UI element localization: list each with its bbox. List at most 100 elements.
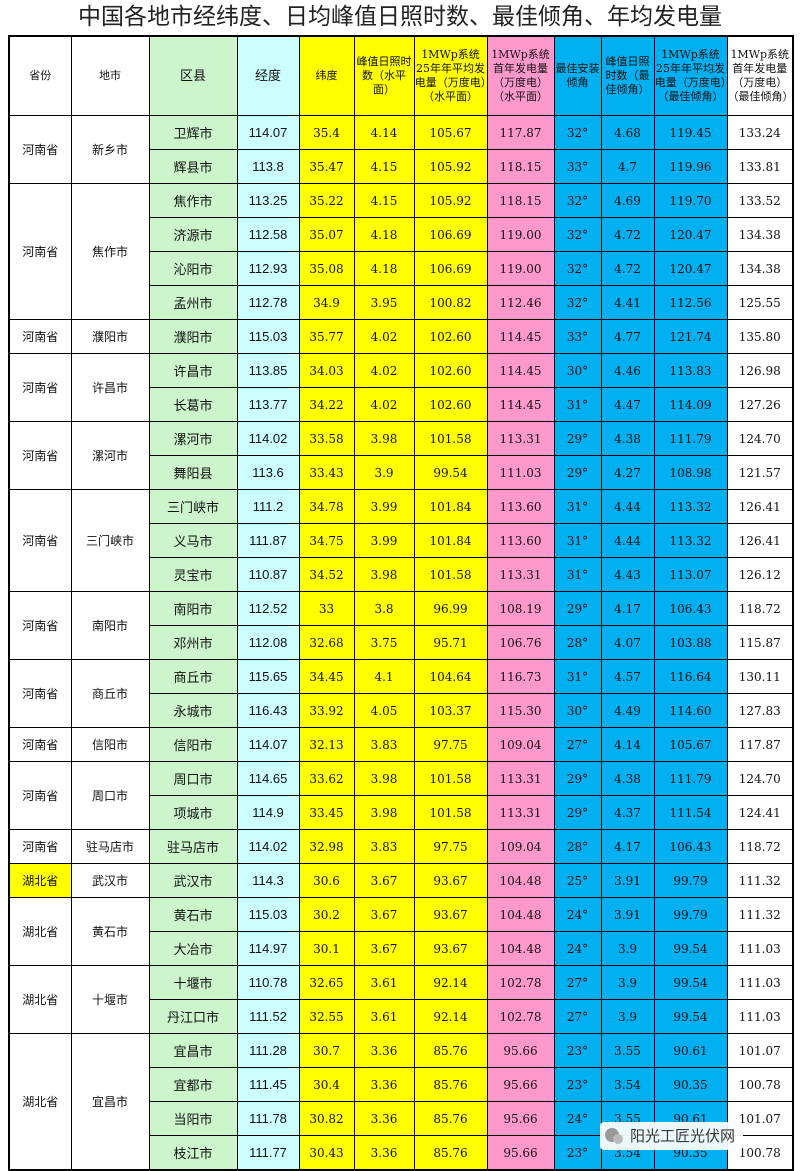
data-cell: 32°: [553, 115, 602, 150]
data-cell: 111.77: [236, 1135, 300, 1171]
data-cell: 113.31: [486, 795, 555, 830]
data-cell: 33.58: [298, 421, 355, 456]
province-cell: 湖北省: [8, 863, 72, 898]
data-cell: 4.41: [600, 285, 655, 320]
table-row: 河南省 驻马店市 驻马店市 114.02 32.98 3.83 97.75 109.04 28°…: [8, 829, 794, 864]
table-row: 河南省 三门峡市 三门峡市 111.2 34.78 3.99 101.84 113.60 31°…: [8, 489, 794, 592]
data-cell: 109.04: [486, 829, 555, 864]
data-cell: 97.75: [413, 829, 488, 864]
header-cell: 经度: [236, 35, 300, 116]
data-cell: 97.75: [413, 727, 488, 762]
table-row: 河南省 焦作市 焦作市 113.25 35.22 4.15 105.92 118.15 32° 4…: [8, 183, 794, 320]
data-cell: 116.73: [486, 659, 555, 694]
data-cell: 99.54: [653, 965, 728, 1000]
data-cell: 112.52: [236, 591, 300, 626]
table-row: 河南省 新乡市 卫辉市 114.07 35.4 4.14 105.67 117.87 32° 4.…: [8, 115, 794, 184]
data-cell: 126.41: [726, 489, 794, 524]
city-cell: 周口市: [70, 761, 150, 830]
table-row: 湖北省 黄石市 黄石市 115.03 30.2 3.67 93.67 104.48 24° 3.9…: [8, 897, 794, 966]
data-cell: 100.78: [726, 1067, 794, 1102]
data-cell: 31°: [553, 659, 602, 694]
data-cell: 许昌市: [148, 353, 238, 388]
data-cell: 邓州市: [148, 625, 238, 660]
province-cell: 河南省: [8, 761, 72, 830]
data-cell: 33°: [553, 149, 602, 184]
data-cell: 115.87: [726, 625, 794, 660]
data-cell: 周口市: [148, 761, 238, 796]
data-cell: 101.58: [413, 761, 488, 796]
data-cell: 三门峡市: [148, 489, 238, 524]
data-cell: 114.60: [653, 693, 728, 728]
table-row: 义马市 111.87 34.75 3.99 101.84 113.60 31° 4.44 113…: [9, 523, 794, 558]
data-cell: 30.4: [298, 1067, 355, 1102]
data-cell: 126.12: [726, 557, 794, 592]
data-cell: 28°: [553, 829, 602, 864]
data-cell: 焦作市: [148, 183, 238, 218]
city-cell: 驻马店市: [70, 829, 150, 864]
data-cell: 4.14: [353, 115, 415, 150]
data-cell: 32°: [553, 251, 602, 286]
data-cell: 十堰市: [148, 965, 238, 1000]
header-cell: 1MWp系统首年发电量（万度电）（水平面）: [486, 35, 555, 116]
data-cell: 34.75: [298, 523, 355, 558]
data-cell: 3.9: [600, 931, 655, 966]
data-cell: 宜昌市: [148, 1033, 238, 1068]
data-cell: 34.45: [298, 659, 355, 694]
data-cell: 101.58: [413, 421, 488, 456]
data-cell: 114.65: [236, 761, 300, 796]
data-cell: 23°: [553, 1033, 602, 1068]
data-cell: 95.71: [413, 625, 488, 660]
data-cell: 114.9: [236, 795, 300, 830]
data-cell: 30°: [553, 693, 602, 728]
data-cell: 34.9: [298, 285, 355, 320]
table-row: 当阳市 111.78 30.82 3.36 85.76 95.66 24° 3.55 90.61…: [9, 1101, 794, 1136]
data-cell: 4.38: [600, 421, 655, 456]
data-cell: 30.1: [298, 931, 355, 966]
data-cell: 3.99: [353, 489, 415, 524]
data-cell: 32.68: [298, 625, 355, 660]
data-cell: 4.17: [600, 829, 655, 864]
data-cell: 4.7: [600, 149, 655, 184]
province-cell: 河南省: [8, 115, 72, 184]
table-row: 湖北省 宜昌市 宜昌市 111.28 30.7 3.36 85.76 95.66 23° 3.55…: [8, 1033, 794, 1171]
table-row: 河南省 南阳市 南阳市 112.52 33 3.8 96.99 108.19 29° 4.17 10…: [8, 591, 794, 660]
data-cell: 110.78: [236, 965, 300, 1000]
province-cell: 河南省: [8, 591, 72, 660]
data-table: 省份 地市 区县 经度 纬度 峰值日照时数（水平面） 1MWp系统25年年平均发电量（万度电…: [8, 35, 794, 1171]
data-cell: 127.83: [726, 693, 794, 728]
data-cell: 28°: [553, 625, 602, 660]
city-cell: 商丘市: [70, 659, 150, 728]
data-cell: 4.05: [353, 693, 415, 728]
data-cell: 114.97: [236, 931, 300, 966]
data-cell: 4.72: [600, 251, 655, 286]
data-cell: 126.98: [726, 353, 794, 388]
data-cell: 85.76: [413, 1135, 488, 1171]
data-cell: 商丘市: [148, 659, 238, 694]
data-cell: 111.45: [236, 1067, 300, 1102]
table-row: 宜都市 111.45 30.4 3.36 85.76 95.66 23° 3.54 90.35 1…: [9, 1067, 794, 1102]
data-cell: 113.6: [236, 455, 300, 490]
data-cell: 113.32: [653, 523, 728, 558]
data-cell: 112.93: [236, 251, 300, 286]
data-cell: 113.31: [486, 761, 555, 796]
data-cell: 32.98: [298, 829, 355, 864]
data-cell: 33.62: [298, 761, 355, 796]
table-row: 大冶市 114.97 30.1 3.67 93.67 104.48 24° 3.9 99.54 1…: [9, 931, 794, 966]
data-cell: 24°: [553, 897, 602, 932]
data-cell: 113.83: [653, 353, 728, 388]
data-cell: 111.87: [236, 523, 300, 558]
data-cell: 113.77: [236, 387, 300, 422]
data-cell: 4.57: [600, 659, 655, 694]
data-cell: 4.07: [600, 625, 655, 660]
data-cell: 4.17: [600, 591, 655, 626]
data-cell: 99.79: [653, 897, 728, 932]
data-cell: 35.22: [298, 183, 355, 218]
data-cell: 31°: [553, 489, 602, 524]
data-cell: 95.66: [486, 1101, 555, 1136]
data-cell: 105.92: [413, 183, 488, 218]
data-cell: 105.92: [413, 149, 488, 184]
data-cell: 102.60: [413, 353, 488, 388]
data-cell: 3.9: [353, 455, 415, 490]
data-cell: 125.55: [726, 285, 794, 320]
table-row: 舞阳县 113.6 33.43 3.9 99.54 111.03 29° 4.27 108.98…: [9, 455, 794, 490]
